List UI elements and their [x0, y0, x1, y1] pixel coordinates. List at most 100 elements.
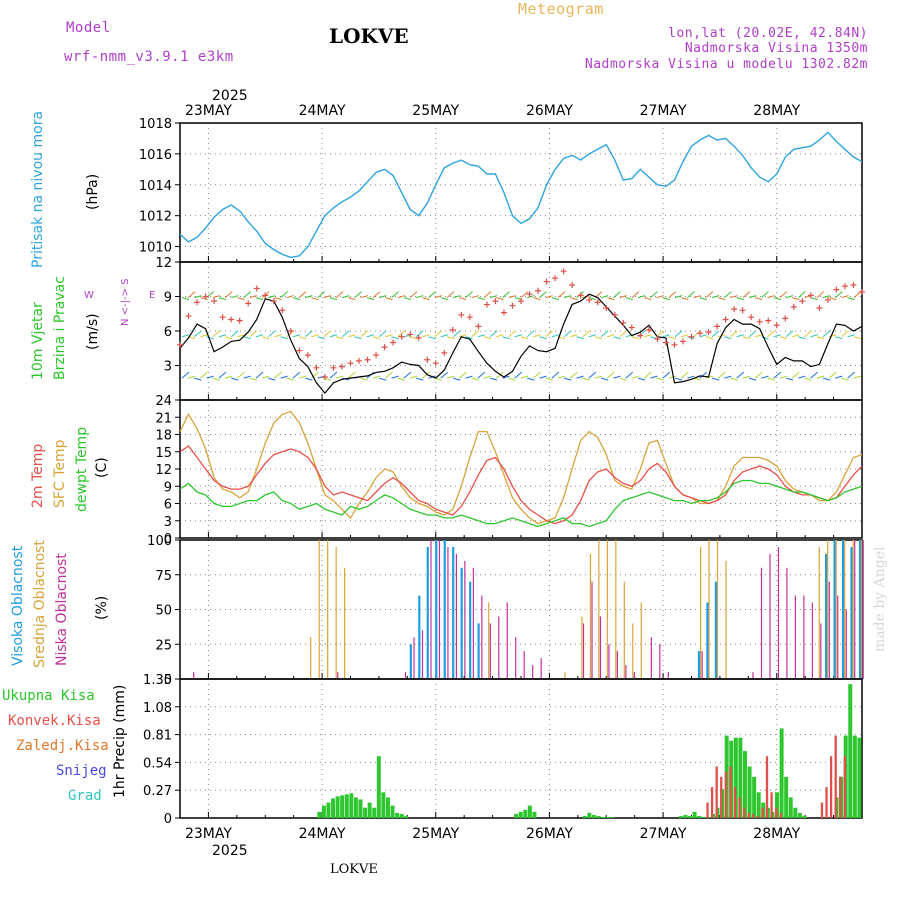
wind-barb: [637, 295, 646, 299]
wind-barb: [600, 295, 609, 299]
wind-barb: [767, 330, 775, 338]
wind-barb: [422, 371, 430, 379]
conv-precip-bar: [742, 807, 746, 818]
wind-barb: [711, 330, 720, 338]
y-tick-label: 1.08: [143, 701, 172, 716]
conv-precip-bar: [724, 771, 727, 818]
wind-barb: [816, 336, 824, 340]
wind-barb: [440, 371, 449, 379]
wind-barb: [194, 377, 202, 381]
wind-barb: [656, 295, 664, 299]
legend-total-rain: Ukupna Kisa: [2, 688, 95, 704]
gust-marker: [679, 338, 686, 345]
gust-marker: [850, 282, 857, 288]
top-date-axis: 23MAY 24MAY 25MAY 26MAY 27MAY 28MAY: [185, 103, 801, 119]
wind-barb: [280, 291, 288, 299]
wind-barb: [693, 295, 701, 299]
wind-barb: [514, 334, 522, 338]
wind-barb: [520, 336, 529, 340]
gust-marker: [330, 364, 337, 371]
precip-bar: [747, 766, 752, 818]
gust-marker: [824, 296, 831, 303]
bottom-day-label: 25MAY: [412, 826, 459, 842]
wind-barb: [570, 334, 578, 338]
wind-barb: [317, 336, 325, 340]
wind-barb: [212, 295, 220, 299]
wind-barb: [564, 377, 572, 381]
gust-marker: [466, 314, 473, 321]
wind-barb: [237, 334, 245, 338]
panel-frame: [179, 122, 863, 263]
wind-barb: [366, 297, 375, 301]
wind-barb: [551, 371, 560, 379]
wind-barb: [563, 330, 572, 338]
wind-barb: [533, 297, 541, 301]
gust-marker: [475, 323, 482, 330]
conv-precip-bar: [752, 813, 755, 818]
precip-bar: [738, 737, 743, 818]
wind-barb: [317, 291, 325, 299]
wind-unit: (m/s): [85, 313, 101, 350]
wind-barb: [841, 377, 849, 381]
wind-barb: [459, 297, 467, 301]
wind-barb: [224, 291, 233, 299]
wind-barb: [261, 375, 270, 379]
precip-bar: [317, 811, 322, 818]
wind-barb: [680, 371, 689, 379]
wind-barb: [194, 330, 202, 338]
precip-bar: [358, 799, 363, 818]
gust-marker: [236, 317, 243, 324]
wind-barb: [341, 330, 350, 338]
wind-barb: [631, 375, 640, 379]
gust-marker: [262, 292, 269, 299]
wind-barb: [662, 334, 670, 338]
precip-bar: [372, 807, 377, 818]
wind-barb: [767, 295, 775, 299]
wind-barb: [847, 297, 855, 301]
gust-marker: [381, 344, 388, 351]
wind-barb: [298, 375, 307, 379]
wind-barb: [662, 371, 671, 379]
model-elevation: Nadmorska Visina u modelu 1302.82m: [584, 57, 868, 72]
wind-barb: [212, 377, 220, 381]
precip-bar: [788, 797, 793, 818]
wind-barb: [742, 291, 751, 299]
wind-barb: [674, 330, 683, 338]
gust-marker: [415, 334, 422, 341]
wind-barb: [366, 334, 375, 338]
mid-cloud-label: Srednja Oblacnost: [32, 540, 48, 668]
precip-bar: [802, 815, 807, 818]
wind-panel: 3 6 9 12: [155, 256, 865, 401]
gust-marker: [526, 291, 533, 298]
wind-barb: [816, 291, 825, 299]
wind-barb: [798, 291, 806, 299]
wind-barb: [465, 375, 473, 379]
wind-barb: [619, 377, 627, 381]
y-tick-label: 12: [155, 256, 172, 271]
wind-barb: [755, 297, 763, 301]
wind-barb: [564, 295, 572, 299]
precip-bar: [587, 812, 592, 818]
wind-barb: [625, 371, 634, 379]
top-year-label: 2025: [212, 88, 248, 104]
wind-barb: [613, 336, 621, 340]
gust-marker: [688, 333, 695, 340]
gust-marker: [560, 268, 567, 275]
conv-precip-bar: [820, 802, 824, 818]
wind-barb: [619, 295, 627, 299]
wind-barb: [471, 377, 479, 381]
wind-barb: [502, 336, 510, 340]
gust-marker: [449, 326, 456, 333]
wind-barb: [360, 295, 368, 299]
y-tick-label: 0.54: [143, 756, 172, 771]
wind-barb: [607, 297, 615, 301]
wind-barb: [243, 375, 251, 379]
wind-barb: [422, 334, 430, 338]
wind-barb: [483, 336, 492, 340]
wind-barb: [354, 336, 362, 340]
wind-barb: [477, 334, 485, 338]
temp-2m-line: [179, 445, 863, 525]
wind-barb: [490, 295, 498, 299]
conv-precip-bar: [733, 787, 737, 818]
wind-barb: [514, 371, 523, 379]
